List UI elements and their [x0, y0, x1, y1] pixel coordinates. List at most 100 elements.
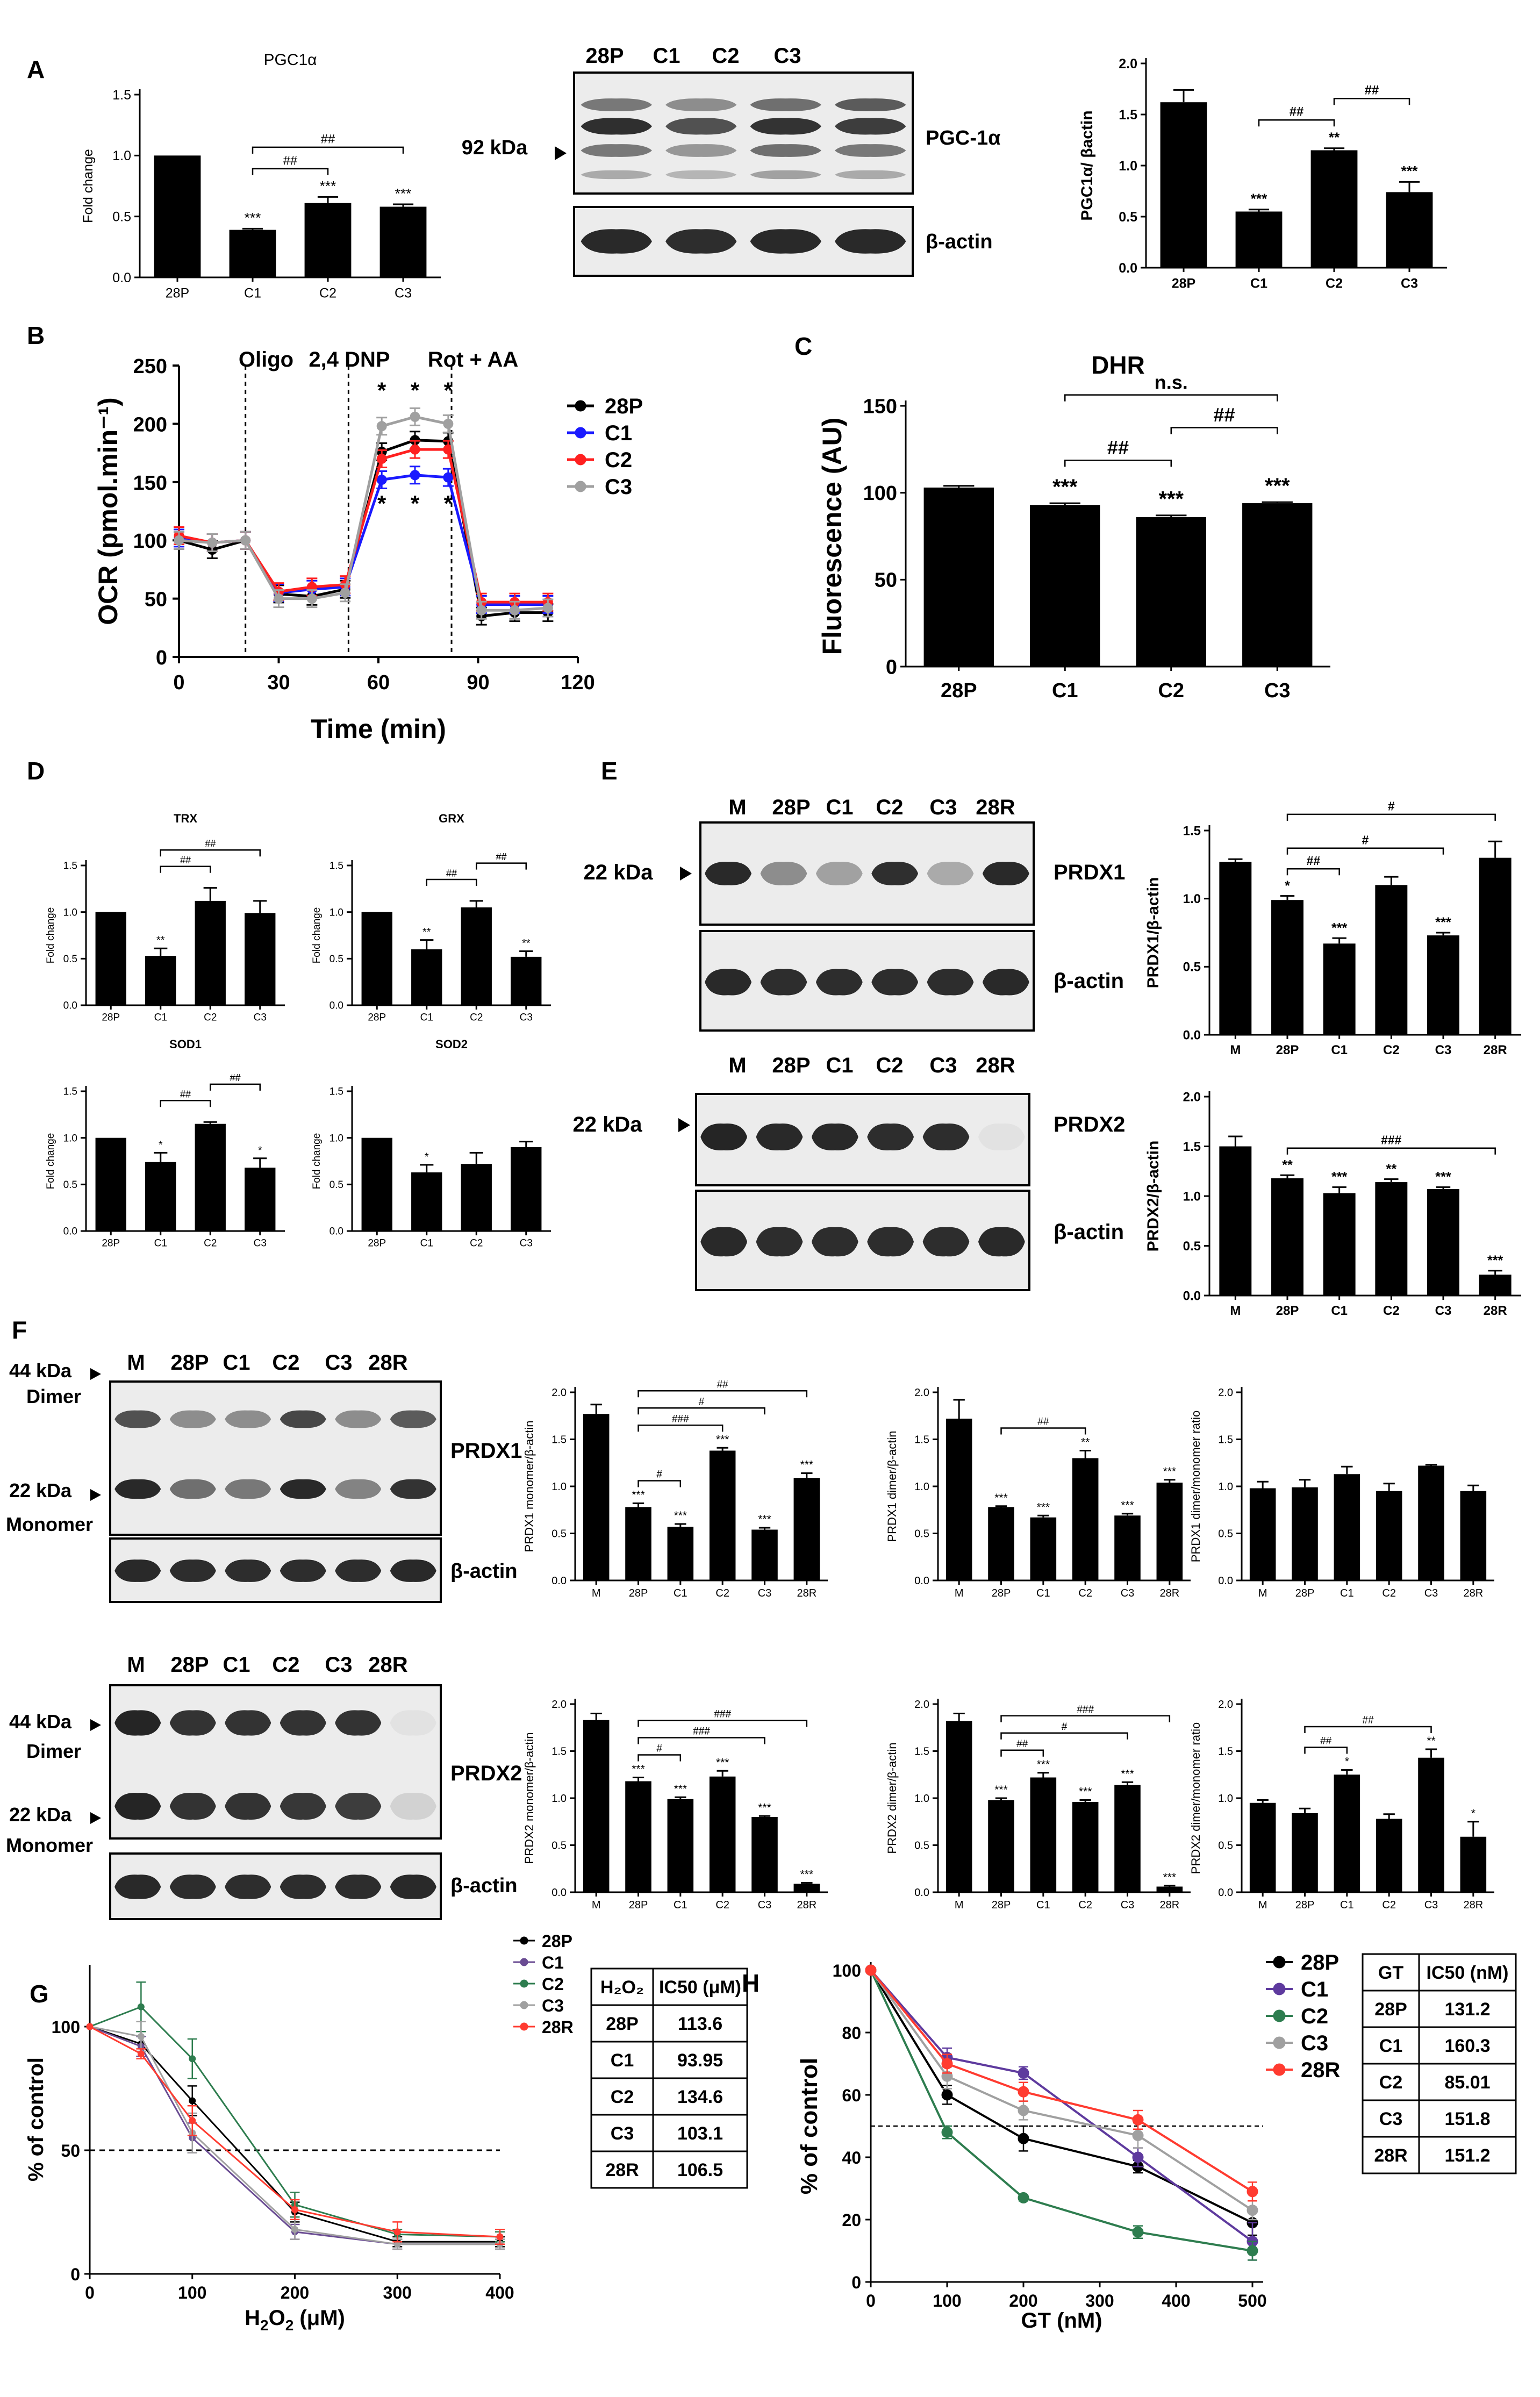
- series-C2: [174, 440, 554, 612]
- table-cell: C1: [611, 2050, 634, 2071]
- bar: [245, 1168, 276, 1231]
- x-category-label: C1: [1331, 1043, 1348, 1057]
- blot-band: [225, 1793, 271, 1820]
- x-category-label: M: [955, 1587, 964, 1599]
- prdx2-blot: [695, 1093, 1030, 1186]
- x-tick-label: 60: [367, 671, 390, 694]
- table-cell: C2: [611, 2087, 634, 2107]
- legend-label: 28R: [542, 2017, 574, 2037]
- bar: [1114, 1515, 1141, 1580]
- bar: [1030, 1517, 1057, 1580]
- y-tick-label: 0.0: [914, 1575, 929, 1587]
- lane-label: C2: [272, 1351, 299, 1375]
- blot-band: [760, 969, 807, 996]
- y-tick-label: 0.0: [63, 1000, 77, 1012]
- data-point: [137, 2050, 145, 2058]
- blot-band: [335, 1710, 382, 1736]
- bar: [145, 1162, 176, 1231]
- significance-bracket: [160, 1100, 211, 1107]
- bar: [1072, 1802, 1099, 1892]
- series-C3: [865, 1964, 1258, 2221]
- legend-label: C1: [542, 1953, 564, 1972]
- series-line: [89, 2006, 500, 2238]
- x-category-label: 28P: [629, 1899, 648, 1911]
- blot-band: [750, 144, 821, 157]
- y-tick-label: 100: [833, 1961, 861, 1980]
- injection-label: Rot + AA: [428, 348, 519, 371]
- bracket-label: ##: [321, 132, 335, 146]
- lane-label: 28R: [368, 1653, 407, 1677]
- significance-stars: *: [1471, 1807, 1475, 1820]
- significance-bracket: [252, 146, 404, 154]
- blot-band: [815, 862, 863, 885]
- y-tick-label: 1.5: [1218, 1746, 1233, 1758]
- y-tick-label: 1.5: [914, 1746, 929, 1758]
- y-tick-label: 2.0: [914, 1387, 929, 1399]
- band-label: Dimer: [26, 1385, 81, 1407]
- y-tick-label: 1.0: [551, 1481, 567, 1493]
- x-axis-label: H2O2 (μM): [245, 2306, 345, 2334]
- bracket-label: ##: [496, 852, 506, 862]
- lane-label: C1: [653, 44, 680, 68]
- blot-band: [835, 170, 906, 180]
- series-C1: [174, 466, 554, 614]
- lane-label: M: [728, 1054, 746, 1077]
- legend-label: 28P: [1301, 1951, 1339, 1974]
- blot-band: [280, 1479, 326, 1499]
- y-tick-label: 0.5: [330, 954, 343, 965]
- marker-arrow: [90, 1812, 101, 1824]
- table-cell: C1: [1379, 2036, 1402, 2056]
- bar: [751, 1529, 778, 1580]
- y-tick-label: 1.5: [551, 1434, 567, 1446]
- bracket-label: ##: [1107, 437, 1129, 459]
- bar: [1156, 1483, 1183, 1580]
- blot-band: [581, 98, 652, 111]
- data-point: [1018, 2067, 1029, 2079]
- x-axis-label-part: (μM): [293, 2306, 345, 2330]
- lane-label: M: [127, 1351, 145, 1375]
- significance-star: *: [377, 491, 386, 516]
- blot-band: [225, 1479, 271, 1499]
- blot-band: [581, 170, 652, 180]
- x-tick-label: 200: [1009, 2291, 1037, 2310]
- bracket-label: ###: [693, 1726, 710, 1737]
- bar: [1310, 150, 1358, 268]
- x-tick-label: 300: [383, 2283, 412, 2302]
- bar: [1427, 1189, 1459, 1296]
- bracket-label: ##: [1290, 105, 1303, 119]
- data-point: [137, 2003, 145, 2010]
- legend-label: C2: [605, 448, 632, 472]
- x-category-label: 28P: [1276, 1304, 1299, 1318]
- x-tick-label: 400: [1162, 2291, 1190, 2310]
- blot-band: [756, 1227, 803, 1257]
- y-tick-label: 0.0: [914, 1887, 929, 1899]
- table-cell: 151.8: [1444, 2109, 1490, 2129]
- blot-band: [169, 1710, 216, 1736]
- blot-band: [114, 1793, 161, 1820]
- lane-label: C1: [223, 1653, 250, 1677]
- protein-label: PRDX1: [450, 1439, 522, 1463]
- blot-band: [705, 969, 752, 996]
- significance-bracket: [1286, 847, 1444, 855]
- series-C1: [865, 1964, 1258, 2261]
- table-cell: 134.6: [677, 2087, 723, 2107]
- blot-band: [978, 1227, 1025, 1257]
- data-point: [520, 1958, 528, 1966]
- data-point: [306, 593, 317, 604]
- blot-band: [750, 170, 821, 180]
- significance-stars: ***: [1158, 488, 1184, 511]
- x-category-label: 28P: [1172, 276, 1195, 291]
- data-point: [189, 2055, 196, 2063]
- bar: [245, 913, 276, 1005]
- blot-frame: [695, 1190, 1030, 1291]
- data-point: [510, 605, 520, 616]
- table-cell: 113.6: [678, 2014, 722, 2034]
- x-category-label: C1: [1052, 679, 1078, 702]
- marker-arrow: [555, 146, 567, 160]
- data-point: [941, 2089, 953, 2101]
- bar: [583, 1720, 610, 1892]
- x-category-label: 28P: [166, 286, 189, 301]
- marker-arrow: [680, 867, 692, 881]
- data-point: [410, 411, 420, 422]
- x-tick-label: 100: [178, 2283, 206, 2302]
